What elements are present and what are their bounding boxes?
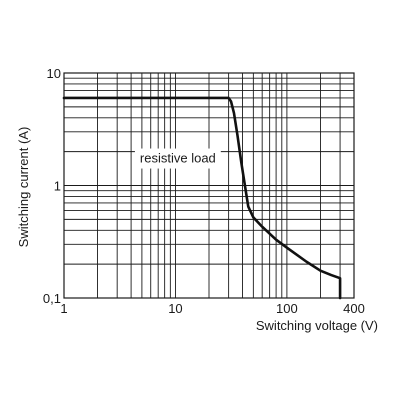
y-axis-label: Switching current (A) bbox=[16, 127, 31, 248]
annotation-layer: resistive load bbox=[134, 148, 221, 169]
curve-layer bbox=[62, 96, 342, 300]
x-axis-label: Switching voltage (V) bbox=[256, 318, 378, 333]
y-tick-label-0: 10 bbox=[47, 66, 61, 81]
y-tick-label-1: 1 bbox=[54, 179, 61, 194]
x-tick-label-3: 400 bbox=[343, 301, 365, 316]
series-line-0 bbox=[62, 96, 342, 300]
x-tick-label-2: 100 bbox=[276, 301, 298, 316]
annotation-resistive-load: resistive load bbox=[140, 151, 216, 166]
x-tick-label-1: 10 bbox=[168, 301, 182, 316]
annotation-background bbox=[134, 148, 221, 169]
x-tick-label-0: 1 bbox=[60, 301, 67, 316]
plot-frame bbox=[63, 72, 355, 299]
grid bbox=[63, 72, 355, 299]
y-tick-label-2: 0,1 bbox=[43, 291, 61, 306]
